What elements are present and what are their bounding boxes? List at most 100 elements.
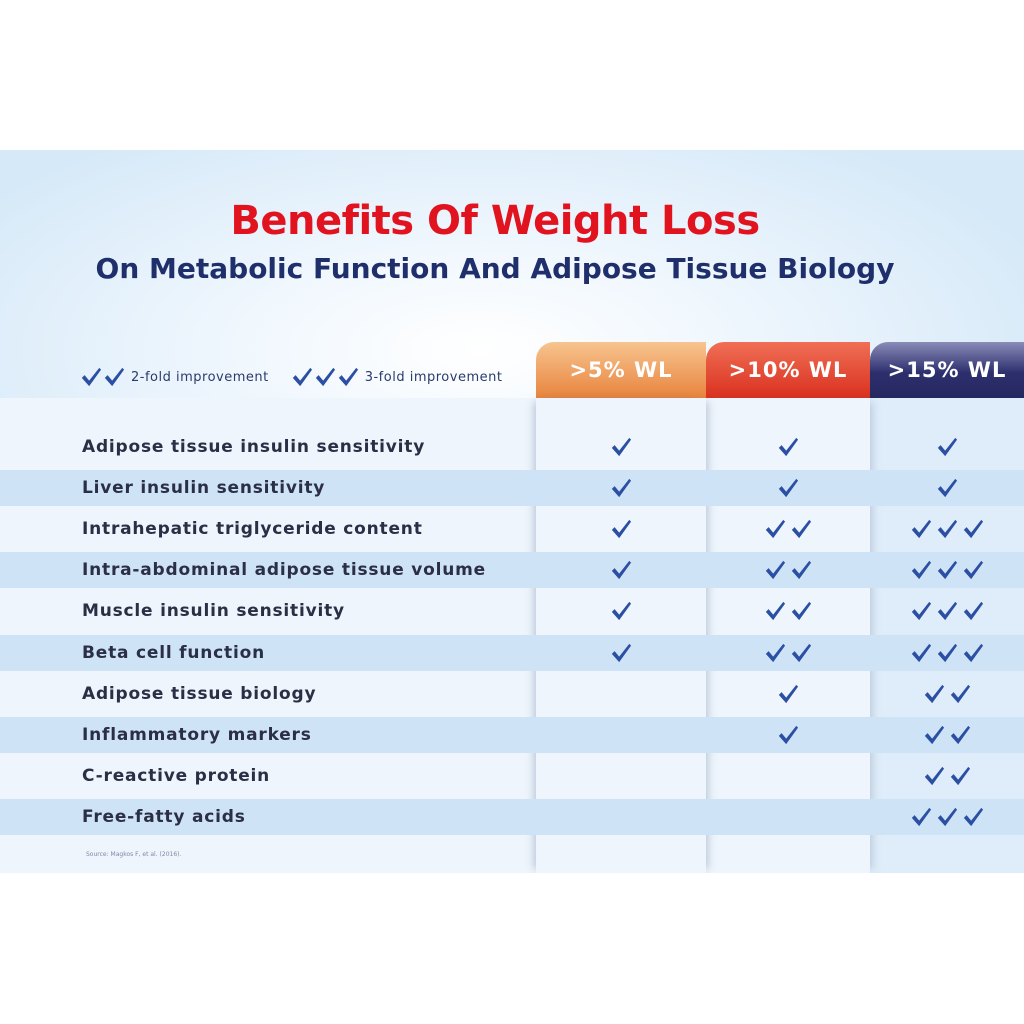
check-icon xyxy=(81,367,102,387)
check-icon xyxy=(937,478,958,498)
check-icon xyxy=(611,561,632,580)
legend-three-fold: 3-fold improvement xyxy=(291,366,503,388)
table-row: Liver insulin sensitivity xyxy=(0,470,1024,507)
check-icon xyxy=(950,684,971,703)
page-subtitle: On Metabolic Function And Adipose Tissue… xyxy=(95,252,895,285)
check-cell xyxy=(905,511,989,547)
legend-two-fold-label: 2-fold improvement xyxy=(131,369,269,385)
check-cell xyxy=(905,593,989,629)
check-cell xyxy=(905,799,989,835)
check-cell xyxy=(607,470,635,506)
double-check-icon xyxy=(80,366,125,388)
check-cell xyxy=(607,511,635,547)
legend: 2-fold improvement 3-fold improvement xyxy=(80,366,502,388)
table-row: Inflammatory markers xyxy=(0,716,1024,753)
check-icon xyxy=(937,602,958,621)
table-row: Beta cell function xyxy=(0,634,1024,671)
check-icon xyxy=(611,437,632,457)
column-10-percent: >10% WL xyxy=(706,342,870,873)
check-icon xyxy=(292,367,312,387)
check-cell xyxy=(933,429,961,465)
check-cell xyxy=(760,511,816,547)
row-label: Liver insulin sensitivity xyxy=(82,478,326,499)
check-icon xyxy=(611,643,632,662)
check-icon xyxy=(963,807,984,827)
check-icon xyxy=(338,367,358,387)
check-icon xyxy=(911,807,932,827)
check-icon xyxy=(963,643,984,662)
check-icon xyxy=(924,766,945,785)
check-icon xyxy=(765,602,786,621)
check-icon xyxy=(937,807,958,827)
check-cell xyxy=(607,552,635,588)
check-icon xyxy=(778,478,799,498)
check-cell xyxy=(774,429,802,465)
table-row: Intrahepatic triglyceride content xyxy=(0,511,1024,547)
check-icon xyxy=(937,520,958,539)
check-icon xyxy=(937,561,958,580)
column-5-percent: >5% WL xyxy=(536,342,706,873)
check-icon xyxy=(911,561,932,580)
column-header-5-percent: >5% WL xyxy=(536,342,706,398)
table-row: Adipose tissue biology xyxy=(0,676,1024,712)
check-cell xyxy=(760,635,816,671)
check-cell xyxy=(905,635,989,671)
check-icon xyxy=(937,437,958,457)
check-cell xyxy=(607,593,635,629)
check-icon xyxy=(778,437,799,457)
check-cell xyxy=(919,676,975,712)
check-icon xyxy=(791,602,812,621)
check-icon xyxy=(937,643,958,662)
source-citation: Source: Magkos F, et al. (2016). xyxy=(86,851,182,858)
check-cell xyxy=(760,593,816,629)
table-row: Adipose tissue insulin sensitivity xyxy=(0,429,1024,465)
column-header-10-percent: >10% WL xyxy=(706,342,870,398)
check-icon xyxy=(791,561,812,580)
check-icon xyxy=(963,602,984,621)
check-icon xyxy=(765,561,786,580)
row-label: Free-fatty acids xyxy=(82,806,246,827)
check-icon xyxy=(950,725,971,744)
check-icon xyxy=(924,684,945,703)
check-icon xyxy=(791,643,812,662)
check-icon xyxy=(911,602,932,621)
check-cell xyxy=(919,758,975,794)
table-row: Intra-abdominal adipose tissue volume xyxy=(0,552,1024,589)
check-icon xyxy=(611,520,632,539)
row-label: C-reactive protein xyxy=(82,765,271,786)
check-icon xyxy=(791,520,812,539)
row-label: Muscle insulin sensitivity xyxy=(82,601,345,622)
check-icon xyxy=(950,766,971,785)
check-cell xyxy=(933,470,961,506)
check-cell xyxy=(774,717,802,753)
check-icon xyxy=(611,602,632,621)
legend-three-fold-label: 3-fold improvement xyxy=(364,369,503,385)
table-row: Muscle insulin sensitivity xyxy=(0,593,1024,629)
check-cell xyxy=(607,429,635,465)
check-icon xyxy=(924,725,945,744)
row-label: Beta cell function xyxy=(82,642,265,663)
table-row: C-reactive protein xyxy=(0,758,1024,794)
check-icon xyxy=(911,520,932,539)
check-icon xyxy=(963,561,984,580)
row-label: Adipose tissue biology xyxy=(82,683,317,704)
page-title: Benefits Of Weight Loss xyxy=(230,198,760,244)
check-cell xyxy=(774,470,802,506)
check-cell xyxy=(760,552,816,588)
check-cell xyxy=(905,552,989,588)
check-icon xyxy=(104,367,125,387)
check-cell xyxy=(607,635,635,671)
check-icon xyxy=(911,643,932,662)
check-cell xyxy=(919,717,975,753)
row-label: Inflammatory markers xyxy=(82,724,312,745)
row-label: Adipose tissue insulin sensitivity xyxy=(82,437,426,457)
row-label: Intrahepatic triglyceride content xyxy=(82,519,423,540)
legend-two-fold: 2-fold improvement xyxy=(80,366,269,388)
triple-check-icon xyxy=(291,366,359,388)
column-header-15-percent: >15% WL xyxy=(870,342,1024,398)
row-label: Intra-abdominal adipose tissue volume xyxy=(82,560,486,581)
check-icon xyxy=(963,520,984,539)
check-cell xyxy=(774,676,802,712)
check-icon xyxy=(765,520,786,539)
check-icon xyxy=(778,684,799,703)
